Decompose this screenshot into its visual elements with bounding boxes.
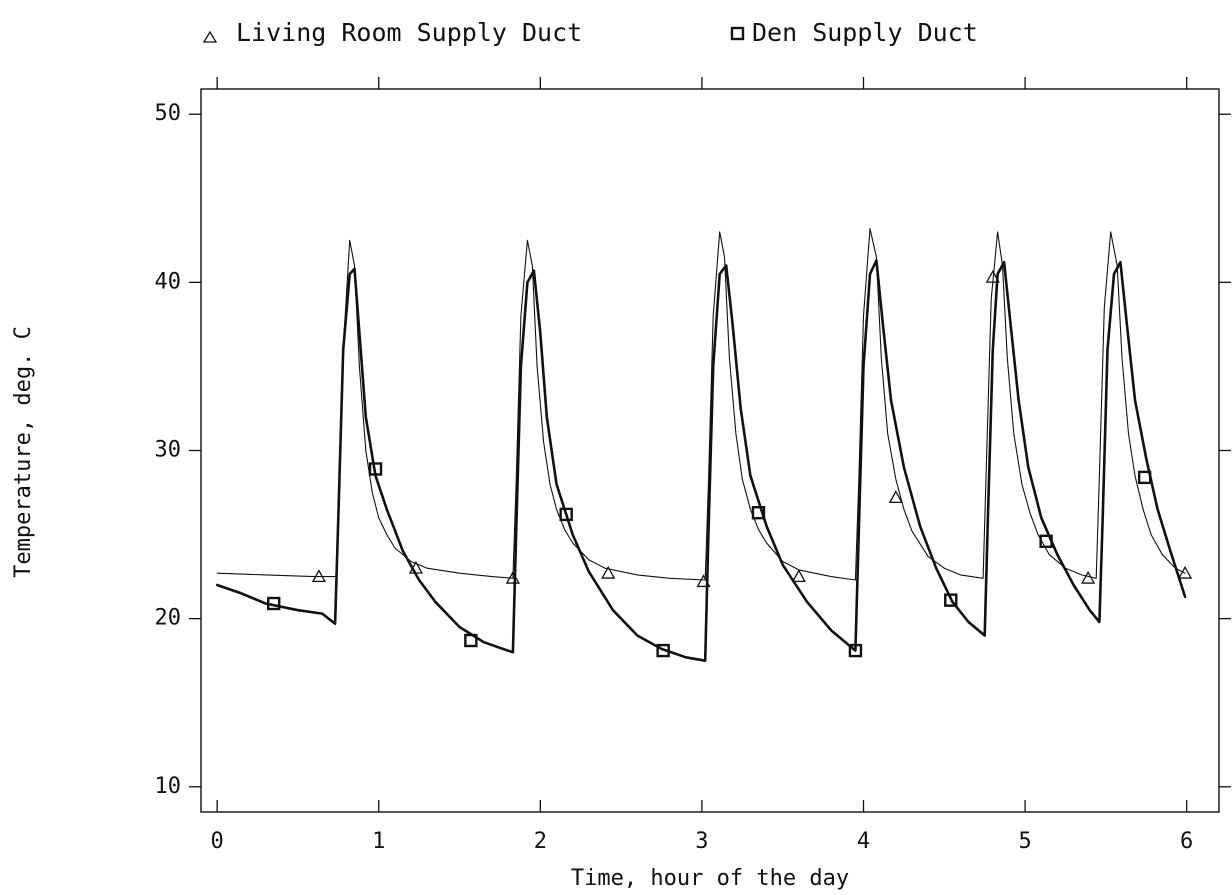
legend-label-den: Den Supply Duct <box>752 18 978 47</box>
x-tick-label-0: 0 <box>211 829 224 854</box>
series-line-1 <box>215 259 1187 662</box>
series-1-marker-1 <box>368 462 383 476</box>
x-axis-label: Time, hour of the day <box>571 866 849 891</box>
series-line-0 <box>216 228 1186 581</box>
series-1-marker-8 <box>1039 534 1053 548</box>
series-lines <box>215 228 1187 662</box>
x-tick-label-1: 1 <box>372 829 385 854</box>
series-1-marker-5 <box>751 506 766 520</box>
series-1-marker-6 <box>848 643 863 658</box>
legend-item-living-room: Living Room Supply Duct <box>202 18 582 47</box>
series-0-marker-2 <box>505 570 520 584</box>
series-markers <box>267 269 1193 658</box>
x-tick-label-2: 2 <box>534 829 547 854</box>
y-tick-label-3: 40 <box>155 269 182 294</box>
series-0-marker-1 <box>408 560 424 574</box>
legend-label-living-room: Living Room Supply Duct <box>236 18 582 47</box>
x-tick-label-6: 6 <box>1180 829 1193 854</box>
series-0-marker-3 <box>601 565 616 579</box>
series-0-marker-6 <box>888 490 903 504</box>
series-0-marker-4 <box>696 574 711 588</box>
legend: Living Room Supply Duct Den Supply Duct <box>202 18 978 47</box>
y-tick-label-1: 20 <box>155 606 182 631</box>
series-0-marker-0 <box>311 569 327 583</box>
series-1-marker-9 <box>1137 470 1152 485</box>
y-tick-label-0: 10 <box>155 774 182 799</box>
y-tick-label-2: 30 <box>155 438 182 463</box>
series-1-marker-7 <box>944 593 958 607</box>
series-0-marker-5 <box>791 569 806 583</box>
series-1-marker-4 <box>656 643 670 658</box>
legend-item-den: Den Supply Duct <box>730 18 978 47</box>
series-1-marker-3 <box>559 507 573 522</box>
legend-square-marker <box>730 26 745 41</box>
x-tick-label-4: 4 <box>857 829 870 854</box>
axis-ticks: 0 1 2 3 4 5 6 10 20 30 40 50 <box>155 77 1231 854</box>
legend-triangle-marker <box>202 30 218 43</box>
y-axis-label: Temperature, deg. C <box>11 326 36 578</box>
series-1-marker-0 <box>267 596 281 611</box>
x-tick-label-3: 3 <box>695 829 708 854</box>
series-0-marker-9 <box>1177 565 1193 579</box>
series-0-marker-8 <box>1081 570 1096 584</box>
x-tick-label-5: 5 <box>1018 829 1031 854</box>
y-tick-label-4: 50 <box>155 101 182 126</box>
series-0-marker-7 <box>985 269 1000 283</box>
series-1-marker-2 <box>464 633 478 648</box>
